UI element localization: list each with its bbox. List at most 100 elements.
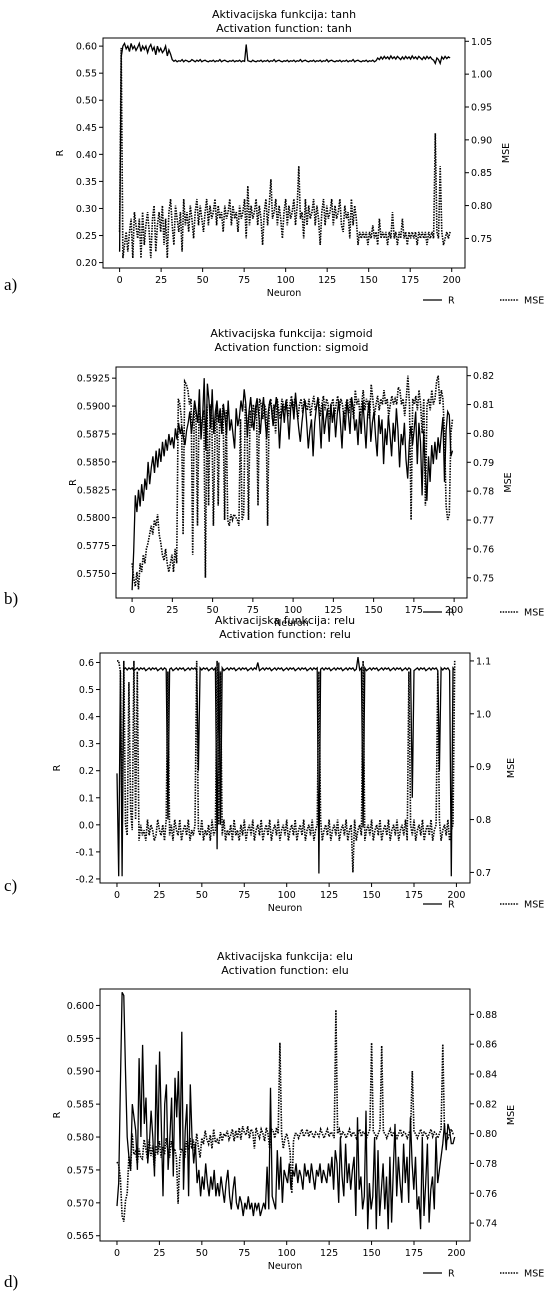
- y-tick-label: 0.55: [76, 69, 97, 80]
- y2-tick-label: 0.82: [476, 1099, 497, 1110]
- x-tick-label: 50: [197, 275, 209, 286]
- chart-title: Aktivacijska funkcija: sigmoid: [210, 327, 372, 340]
- x-tick-label: 150: [360, 275, 378, 286]
- y2-tick-label: 0.76: [476, 1189, 497, 1200]
- x-axis-label: Neuron: [274, 618, 309, 629]
- x-tick-label: 100: [277, 275, 295, 286]
- y-axis-label: R: [52, 1111, 63, 1118]
- y-tick-label: 0.5750: [77, 569, 110, 580]
- x-tick-label: 0: [117, 275, 123, 286]
- y-tick-label: 0.50: [76, 96, 97, 107]
- y2-tick-label: 0.79: [473, 458, 494, 469]
- y-axis-label: R: [68, 479, 79, 486]
- x-tick-label: 25: [153, 890, 165, 901]
- y2-tick-label: 0.82: [473, 371, 494, 382]
- y2-axis-label: MSE: [501, 143, 512, 163]
- legend: R MSE: [423, 608, 544, 619]
- y2-axis-label: MSE: [506, 1105, 517, 1125]
- legend-label-r: R: [448, 1269, 455, 1280]
- x-tick-label: 50: [196, 1248, 208, 1259]
- x-tick-label: 25: [166, 605, 178, 616]
- legend-label-r: R: [448, 608, 455, 619]
- x-axis-label: Neuron: [268, 903, 303, 914]
- x-tick-label: 175: [405, 890, 423, 901]
- chart-title: Aktivacijska funkcija: elu: [217, 950, 353, 963]
- legend-label-mse: MSE: [524, 1269, 544, 1280]
- y2-axis-label: MSE: [503, 472, 514, 492]
- y-tick-label: 0.5875: [77, 429, 110, 440]
- y-tick-label: 0.25: [76, 231, 97, 242]
- x-tick-label: 150: [362, 1248, 380, 1259]
- y2-tick-label: 0.75: [473, 573, 494, 584]
- y-tick-label: 0.5900: [77, 402, 110, 413]
- x-tick-label: 100: [278, 890, 296, 901]
- y2-tick-label: 0.78: [473, 487, 494, 498]
- y-tick-label: 0.600: [67, 1001, 94, 1012]
- y2-tick-label: 0.85: [471, 168, 492, 179]
- x-tick-label: 0: [114, 1248, 120, 1259]
- y2-tick-label: 0.88: [476, 1010, 497, 1021]
- y-tick-label: 0.3: [79, 739, 94, 750]
- y2-tick-label: 1.0: [476, 709, 491, 720]
- y-tick-label: 0.565: [67, 1231, 94, 1242]
- x-tick-label: 200: [443, 275, 461, 286]
- chart-subtitle: Activation function: relu: [219, 628, 351, 641]
- y-tick-label: 0.40: [76, 150, 97, 161]
- x-tick-label: 0: [114, 890, 120, 901]
- y-tick-label: 0.5925: [77, 374, 110, 385]
- y-axis-label: R: [52, 764, 63, 771]
- y-tick-label: 0.35: [76, 177, 97, 188]
- chart-title: Aktivacijska funkcija: tanh: [212, 8, 356, 21]
- chart-title: Aktivacijska funkcija: relu: [215, 614, 355, 627]
- y2-tick-label: 1.05: [471, 37, 492, 48]
- y2-tick-label: 0.80: [476, 1129, 497, 1140]
- x-tick-label: 100: [278, 1248, 296, 1259]
- y-tick-label: 0.585: [67, 1100, 94, 1111]
- y2-tick-label: 0.7: [476, 868, 491, 879]
- x-tick-label: 50: [207, 605, 219, 616]
- legend-label-mse: MSE: [524, 900, 544, 911]
- legend-label-mse: MSE: [524, 296, 544, 307]
- x-axis-label: Neuron: [268, 1261, 303, 1272]
- y-tick-label: 0.5775: [77, 541, 110, 552]
- x-tick-label: 125: [320, 1248, 338, 1259]
- y2-axis-label: MSE: [506, 758, 517, 778]
- x-axis-label: Neuron: [267, 288, 302, 299]
- series-line-r: [131, 378, 454, 591]
- x-tick-label: 0: [129, 605, 135, 616]
- y2-tick-label: 0.78: [476, 1159, 497, 1170]
- x-tick-label: 75: [238, 275, 250, 286]
- y2-tick-label: 0.74: [476, 1219, 497, 1230]
- x-tick-label: 175: [405, 605, 423, 616]
- y2-tick-label: 0.75: [471, 234, 492, 245]
- series-line-r: [118, 41, 451, 252]
- y-tick-label: 0.575: [67, 1165, 94, 1176]
- legend: R MSE: [423, 296, 544, 307]
- chart-subtitle: Activation function: elu: [221, 964, 349, 977]
- y-tick-label: 0.4: [79, 712, 94, 723]
- y2-tick-label: 1.1: [476, 656, 491, 667]
- series-line-mse: [117, 660, 456, 873]
- y2-tick-label: 0.90: [471, 135, 492, 146]
- plot-frame: [102, 37, 466, 269]
- plot-frame: [99, 652, 471, 884]
- y-tick-label: 0.30: [76, 204, 97, 215]
- x-tick-label: 75: [238, 890, 250, 901]
- y-tick-label: 0.580: [67, 1133, 94, 1144]
- panel-label: d): [4, 1272, 18, 1291]
- y-tick-label: 0.1: [79, 793, 94, 804]
- x-tick-label: 50: [196, 890, 208, 901]
- y-tick-label: 0.5800: [77, 513, 110, 524]
- y-tick-label: 0.45: [76, 123, 97, 134]
- series-line-mse: [118, 47, 451, 259]
- y2-tick-label: 0.8: [476, 815, 491, 826]
- y-tick-label: -0.2: [75, 874, 94, 885]
- x-tick-label: 150: [365, 605, 383, 616]
- x-tick-label: 25: [155, 275, 167, 286]
- x-tick-label: 100: [284, 605, 302, 616]
- x-tick-label: 150: [362, 890, 380, 901]
